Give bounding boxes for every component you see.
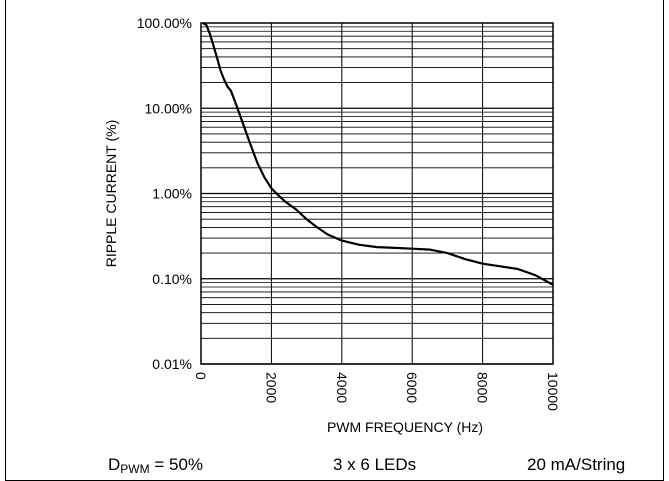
led-config-note: 3 x 6 LEDs: [333, 455, 417, 474]
x-tick-label: 4000: [334, 372, 350, 403]
current-note: 20 mA/String: [527, 455, 626, 474]
y-tick-label: 1.00%: [152, 186, 192, 202]
y-tick-label: 100.00%: [137, 15, 192, 31]
grid-lines: [200, 23, 554, 365]
plot-area: [200, 22, 554, 365]
duty-prefix: D: [108, 455, 121, 474]
tick-labels: 0.01% 0.10% 1.00% 10.00% 100.00% 0 2000 4000 600…: [137, 15, 561, 411]
duty-cycle-note: DPWM = 50%: [108, 455, 203, 476]
duty-subscript: PWM: [120, 462, 150, 476]
y-tick-label: 0.10%: [152, 271, 192, 287]
x-tick-label: 2000: [263, 372, 279, 403]
x-axis-label: PWM FREQUENCY (Hz): [327, 419, 483, 435]
x-tick-label: 0: [193, 372, 209, 380]
duty-value: = 50%: [149, 455, 204, 474]
series-line: [202, 22, 554, 286]
ripple-current-chart: 0.01% 0.10% 1.00% 10.00% 100.00% 0 2000 4000 600…: [103, 15, 561, 435]
y-axis-label: RIPPLE CURRENT (%): [103, 120, 119, 268]
x-tick-label: 8000: [475, 372, 491, 403]
y-tick-label: 10.00%: [145, 100, 192, 116]
x-tick-label: 10000: [545, 372, 561, 411]
y-tick-label: 0.01%: [152, 356, 192, 372]
x-tick-label: 6000: [404, 372, 420, 403]
